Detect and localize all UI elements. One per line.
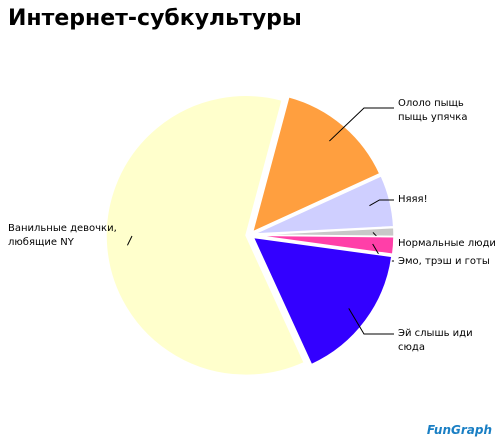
watermark: FunGraph [426,423,492,437]
slice-label: Ололо пыщь пыщь упячка [398,98,468,123]
leader-line [348,308,394,335]
slice-label: Ванильные девочки, любящие NY [8,223,117,248]
pie-slice [251,95,381,234]
pie-slice [253,174,395,235]
leader-line [126,235,133,246]
leader-line [329,107,394,142]
pie-slice [253,234,395,256]
slice-label: Няяя! [398,194,428,205]
pie-slice [105,94,306,377]
chart-title: Интернет-субкультуры [8,6,302,31]
pie-slice [251,236,393,366]
slice-label: Эй слышь иди сюда [398,328,473,353]
slice-label: Эмо, трэш и готы [398,256,490,267]
leader-line [369,199,394,207]
slice-label: Нормальные люди [398,238,496,249]
